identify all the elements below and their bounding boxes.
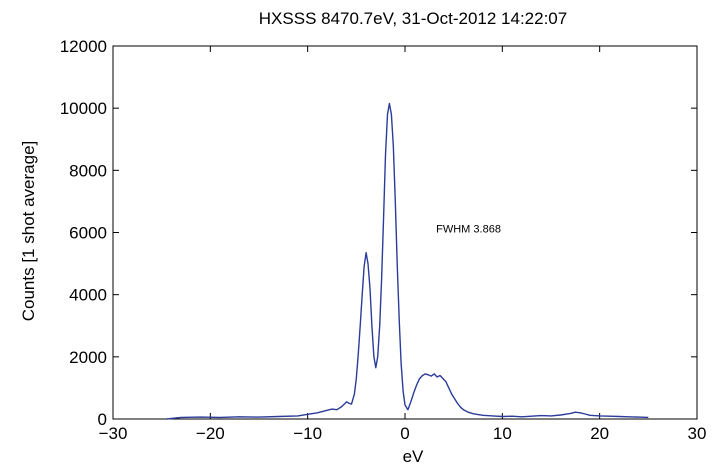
y-tick-label: 8000 [69,161,107,180]
series-line [166,102,649,420]
series-group [166,102,649,420]
x-axis-label: eV [403,447,424,466]
annotations: FWHM 3.868 [436,224,501,236]
x-tick-label: −10 [293,424,322,443]
y-tick-label: 6000 [69,224,107,243]
y-tick-label: 2000 [69,348,107,367]
x-tick-label: 30 [688,424,707,443]
x-tick-label: 20 [590,424,609,443]
y-tick-label: 0 [98,410,107,429]
y-tick-label: 12000 [60,37,107,56]
y-axis-label: Counts [1 shot average] [19,141,38,322]
x-tick-label: 10 [493,424,512,443]
x-tick-label: 0 [400,424,409,443]
y-tick-label: 10000 [60,99,107,118]
axes: −30 −20 −10 0 10 20 30 0 2000 4000 6000 8000 10000 12… [60,37,707,443]
y-tick-label: 4000 [69,286,107,305]
x-tick-label: −30 [99,424,128,443]
annotation-fwhm: FWHM 3.868 [436,224,501,236]
plot-frame [112,45,698,420]
chart-title: HXSSS 8470.7eV, 31-Oct-2012 14:22:07 [259,9,567,28]
x-tick-label: −20 [196,424,225,443]
